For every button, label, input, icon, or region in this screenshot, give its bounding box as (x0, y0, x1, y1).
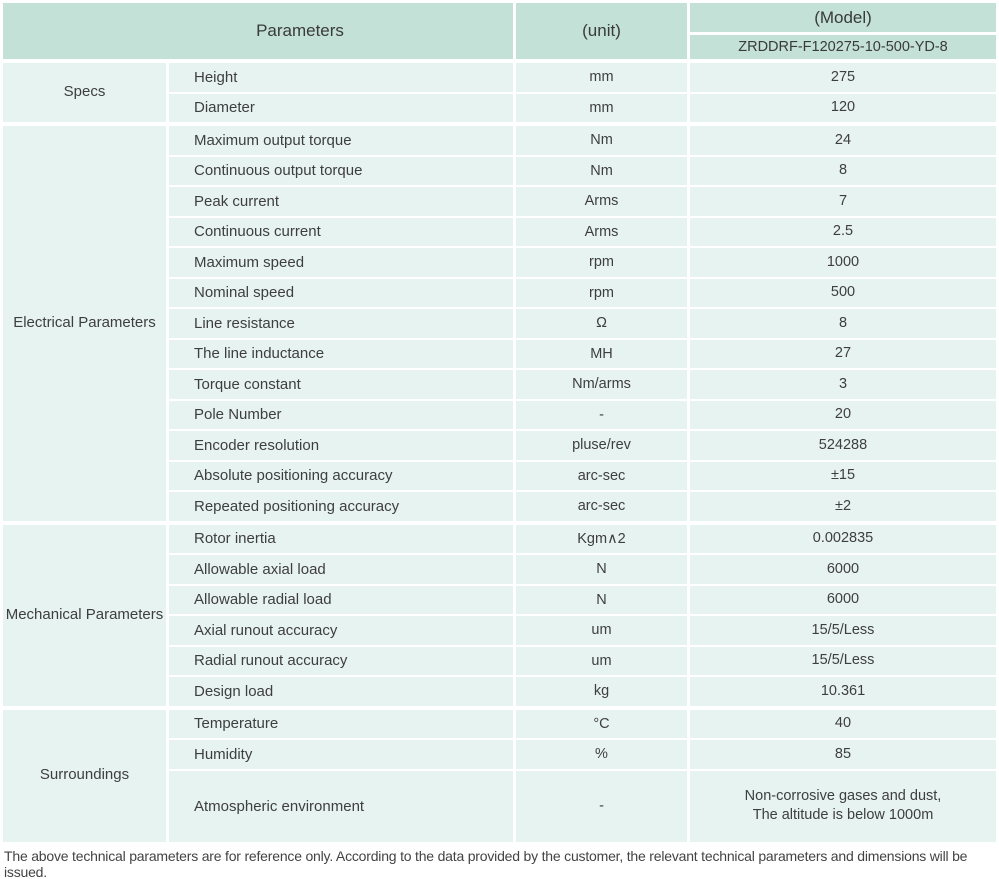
unit-cell: - (516, 400, 687, 429)
table-header-row: Parameters (unit) (Model) ZRDDRF-F120275… (3, 3, 996, 59)
value-cell: 8 (690, 156, 996, 185)
param-name-cell: Design load (169, 677, 513, 706)
value-cell: 10.361 (690, 677, 996, 706)
value-cell: 524288 (690, 431, 996, 460)
value-cell: ±2 (690, 492, 996, 521)
value-cell: 6000 (690, 555, 996, 584)
param-name-cell: Line resistance (169, 309, 513, 338)
value-cell: 1000 (690, 248, 996, 277)
value-cell: 15/5/Less (690, 646, 996, 675)
value-cell: 0.002835 (690, 524, 996, 553)
value-cell: 40 (690, 709, 996, 738)
unit-cell: - (516, 770, 687, 842)
param-name-cell: Continuous output torque (169, 156, 513, 185)
unit-cell: arc-sec (516, 461, 687, 490)
unit-cell: arc-sec (516, 492, 687, 521)
table-section: Mechanical Parameters Rotor inertia Kgm∧2 0… (3, 524, 996, 706)
table-section: Specs Height mm 275 Diameter mm 120 (3, 63, 996, 122)
value-cell: Non-corrosive gases and dust, The altitud… (690, 770, 996, 842)
param-name-cell: Height (169, 63, 513, 92)
unit-cell: um (516, 616, 687, 645)
unit-cell: pluse/rev (516, 431, 687, 460)
model-header-label: (Model) (814, 7, 872, 27)
table-section: Electrical Parameters Maximum output torq… (3, 126, 996, 521)
unit-cell: Nm (516, 156, 687, 185)
value-cell: 27 (690, 339, 996, 368)
unit-cell: kg (516, 677, 687, 706)
param-name-cell: Encoder resolution (169, 431, 513, 460)
param-name-cell: Temperature (169, 709, 513, 738)
value-cell: 7 (690, 187, 996, 216)
unit-cell: rpm (516, 278, 687, 307)
param-name-cell: The line inductance (169, 339, 513, 368)
value-cell: 6000 (690, 585, 996, 614)
unit-cell: N (516, 555, 687, 584)
param-name-cell: Allowable axial load (169, 555, 513, 584)
value-cell: 24 (690, 126, 996, 155)
value-cell: 275 (690, 63, 996, 92)
unit-header-cell: (unit) (516, 3, 687, 59)
unit-cell: MH (516, 339, 687, 368)
value-line: The altitude is below 1000m (752, 807, 934, 823)
param-name-cell: Absolute positioning accuracy (169, 461, 513, 490)
unit-cell: Nm (516, 126, 687, 155)
value-cell: 500 (690, 278, 996, 307)
model-number: ZRDDRF-F120275-10-500-YD-8 (738, 39, 948, 55)
param-name-cell: Humidity (169, 740, 513, 769)
param-name-cell: Pole Number (169, 400, 513, 429)
unit-cell: mm (516, 93, 687, 122)
value-cell: 2.5 (690, 217, 996, 246)
group-label-cell: Mechanical Parameters (3, 524, 166, 706)
param-name-cell: Maximum speed (169, 248, 513, 277)
unit-cell: °C (516, 709, 687, 738)
value-cell: 20 (690, 400, 996, 429)
param-name-cell: Torque constant (169, 370, 513, 399)
param-name-cell: Allowable radial load (169, 585, 513, 614)
param-name-cell: Rotor inertia (169, 524, 513, 553)
unit-cell: Nm/arms (516, 370, 687, 399)
value-line: Non-corrosive gases and dust, (744, 788, 942, 805)
value-cell: 8 (690, 309, 996, 338)
group-label-cell: Electrical Parameters (3, 126, 166, 521)
table-body: Specs Height mm 275 Diameter mm 120 Electrical … (3, 63, 996, 842)
unit-cell: Arms (516, 187, 687, 216)
group-label-cell: Specs (3, 63, 166, 122)
param-name-cell: Repeated positioning accuracy (169, 492, 513, 521)
table-section: Surroundings Temperature °C 40 Humidity% 85 At… (3, 709, 996, 842)
parameters-header-label: Parameters (256, 21, 344, 40)
unit-cell: % (516, 740, 687, 769)
param-name-cell: Radial runout accuracy (169, 646, 513, 675)
value-cell: 120 (690, 93, 996, 122)
param-name-cell: Atmospheric environment (169, 770, 513, 842)
unit-header-label: (unit) (582, 21, 621, 40)
value-cell: 85 (690, 740, 996, 769)
value-cell: 3 (690, 370, 996, 399)
param-name-cell: Nominal speed (169, 278, 513, 307)
param-name-cell: Axial runout accuracy (169, 616, 513, 645)
param-name-cell: Maximum output torque (169, 126, 513, 155)
unit-cell: Arms (516, 217, 687, 246)
unit-cell: N (516, 585, 687, 614)
unit-cell: Ω (516, 309, 687, 338)
value-cell: ±15 (690, 461, 996, 490)
unit-cell: rpm (516, 248, 687, 277)
unit-cell: um (516, 646, 687, 675)
param-name-cell: Continuous current (169, 217, 513, 246)
param-name-cell: Peak current (169, 187, 513, 216)
parameters-header-cell: Parameters (3, 3, 513, 59)
model-header-cell: (Model) ZRDDRF-F120275-10-500-YD-8 (690, 3, 996, 59)
param-name-cell: Diameter (169, 93, 513, 122)
unit-cell: Kgm∧2 (516, 524, 687, 553)
group-label-cell: Surroundings (3, 709, 166, 842)
unit-cell: mm (516, 63, 687, 92)
model-header-divider (690, 32, 996, 35)
value-cell: 15/5/Less (690, 616, 996, 645)
footer-disclaimer: The above technical parameters are for r… (4, 847, 968, 879)
